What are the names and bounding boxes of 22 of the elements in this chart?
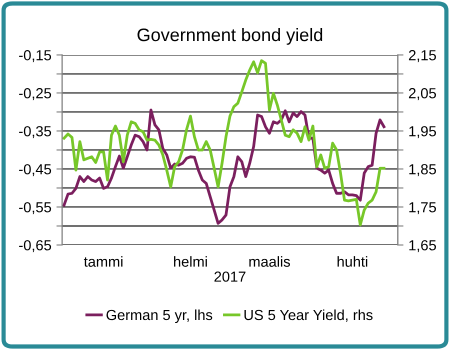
chart-title: Government bond yield <box>138 28 322 45</box>
y-tick-label: -0,55 <box>19 202 52 214</box>
y2-tick-label: 2,15 <box>408 50 436 62</box>
y2-tick-label: 1,75 <box>409 202 436 214</box>
legend-label: US 5 Year Yield, rhs <box>244 309 373 322</box>
y2-tick-label: 1,85 <box>409 164 436 176</box>
line-series <box>62 59 386 226</box>
x-tick-label: huhti <box>338 256 368 267</box>
y2-tick-label: 1,65 <box>409 240 436 252</box>
y2-tick-label: 2,05 <box>408 88 436 100</box>
x-tick-label: tammi <box>84 256 122 267</box>
legend-label: German 5 yr, lhs <box>106 309 212 324</box>
y2-tick-label: 1,95 <box>409 126 436 138</box>
x-tick-label: helmi <box>174 256 207 267</box>
y-tick-label: -0,45 <box>19 164 52 176</box>
y-tick-label: -0,25 <box>19 88 52 100</box>
x-tick-label: maalis <box>249 256 290 267</box>
y-tick-label: -0,35 <box>19 126 52 138</box>
line-series <box>62 108 386 225</box>
y-tick-label: -0,15 <box>19 50 52 62</box>
x-axis-title: 2017 <box>214 271 246 282</box>
y-tick-label: -0,65 <box>19 240 52 252</box>
